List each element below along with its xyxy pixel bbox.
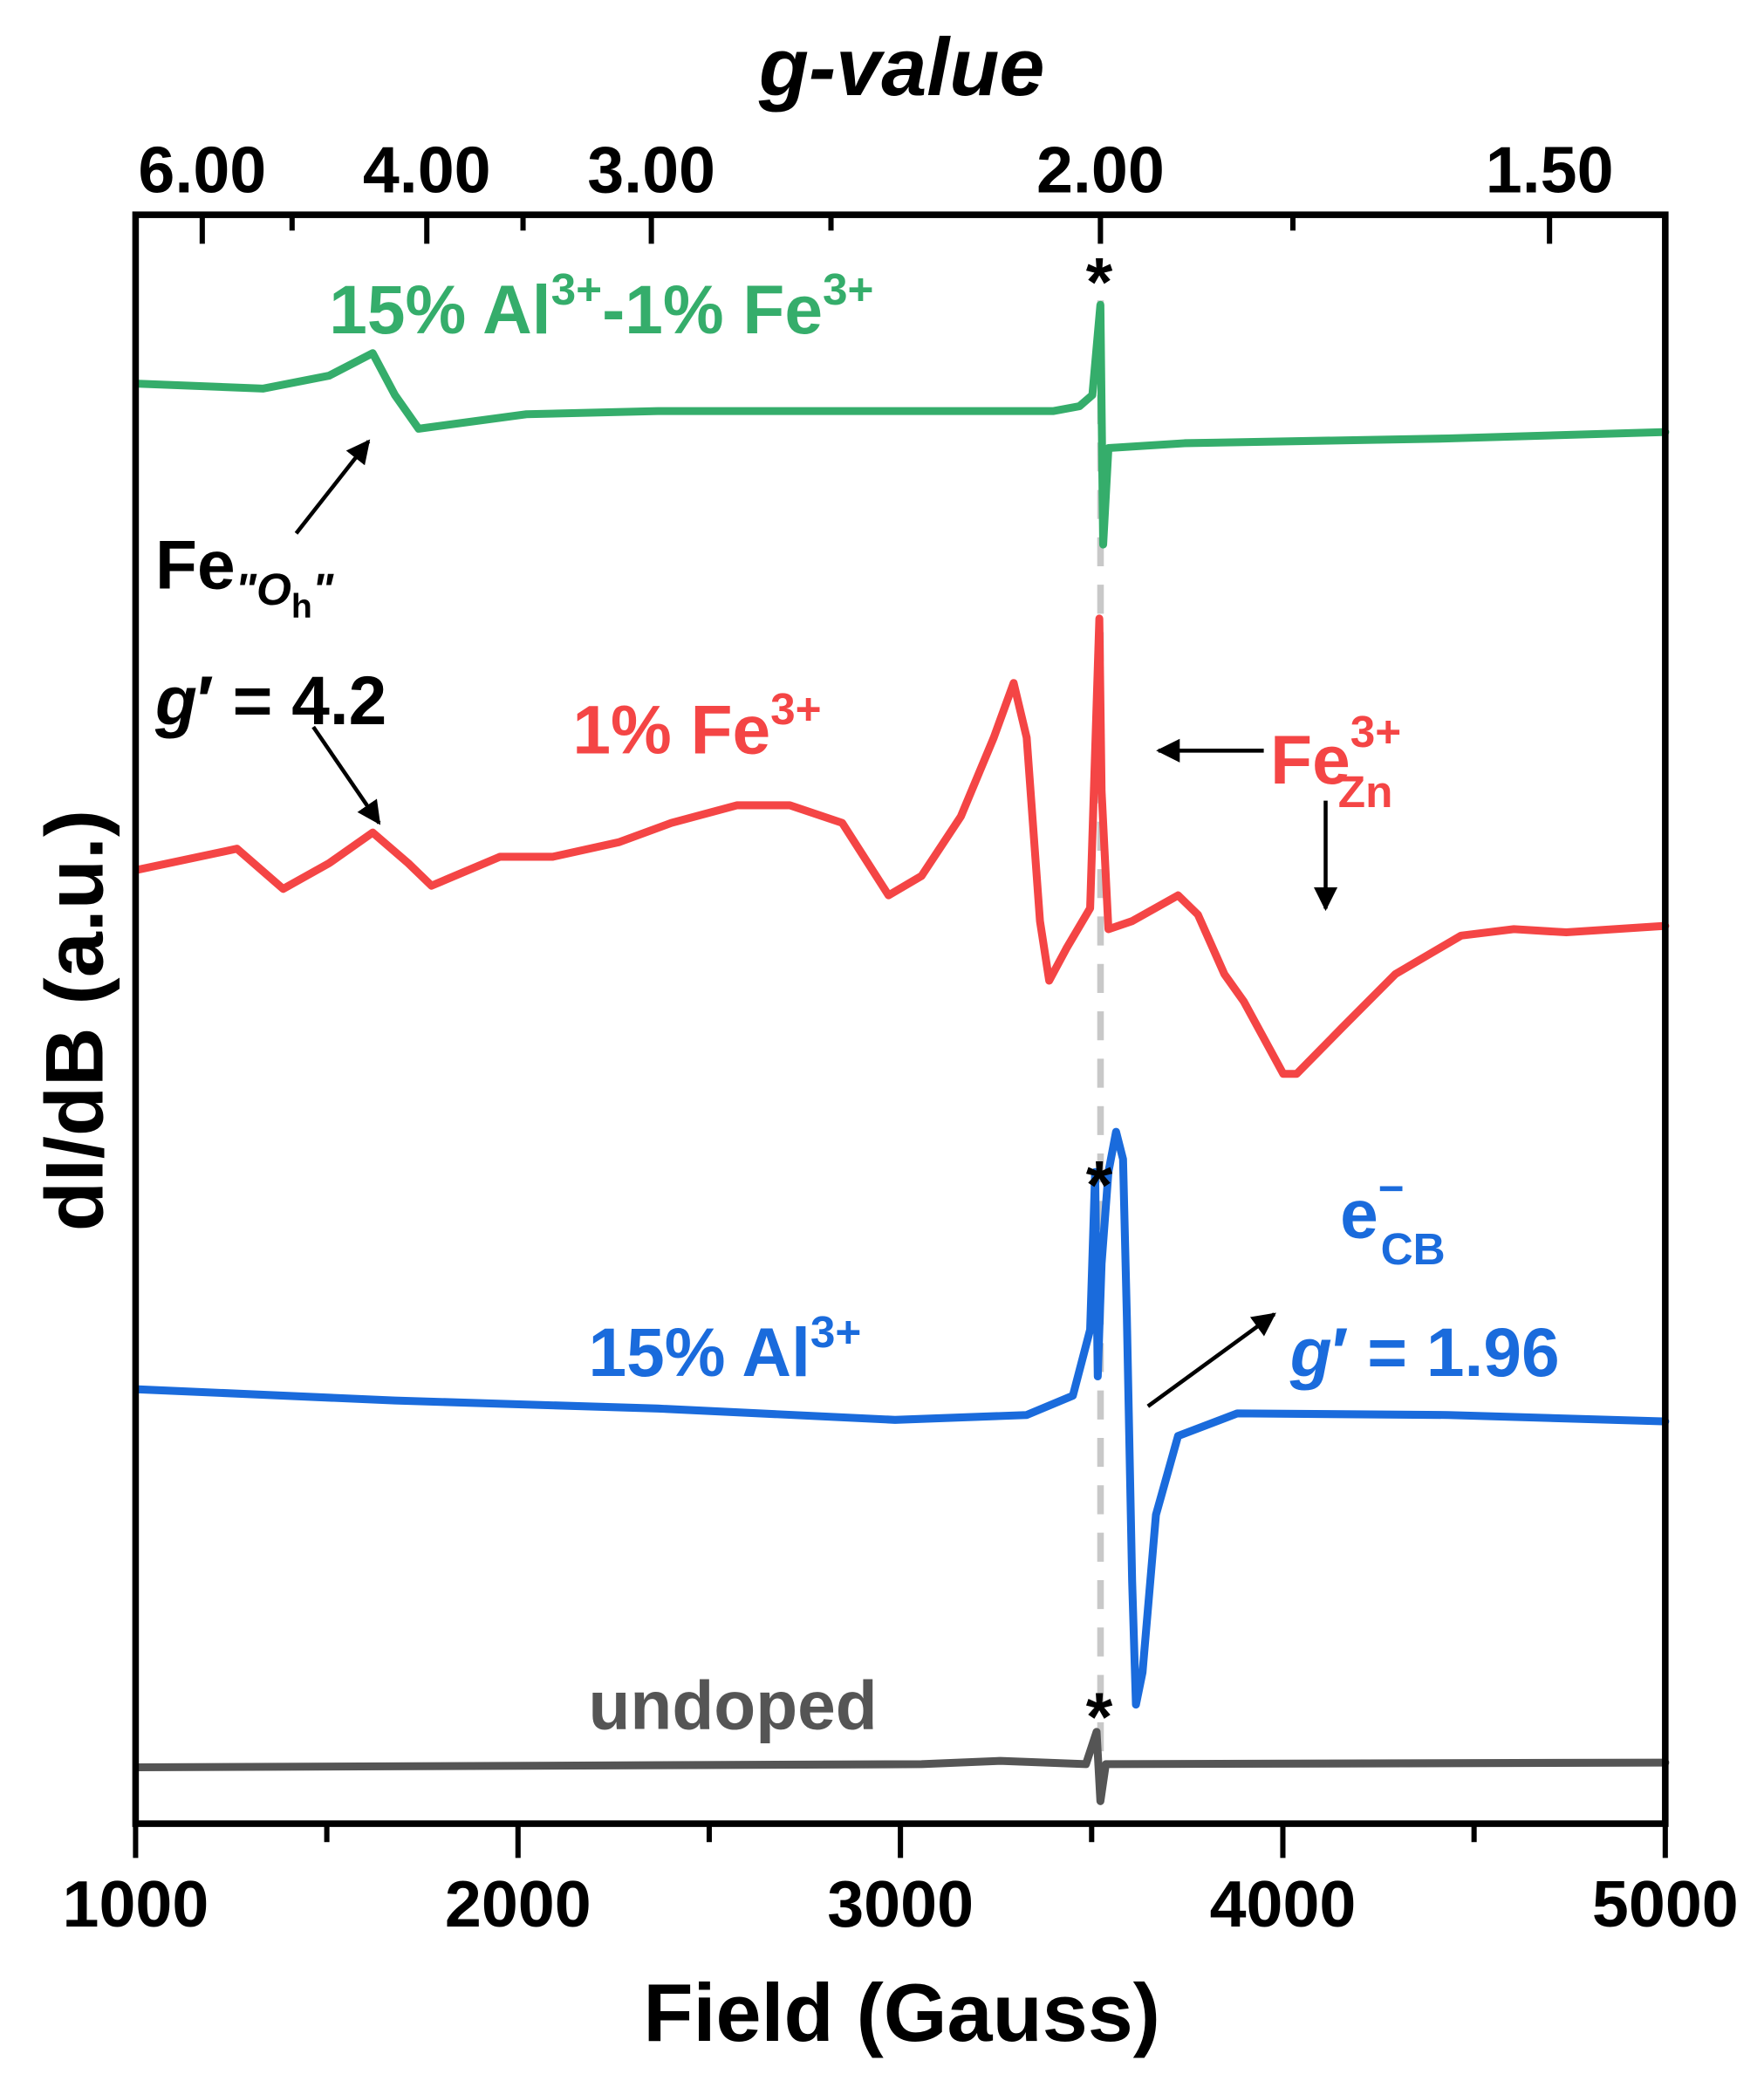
label-g-1-96: g′ = 1.96 [1289,1314,1560,1391]
top-tick-label: 1.50 [1486,133,1614,207]
label-g-4-2: g′ = 4.2 [154,662,386,739]
x-tick-label: 1000 [63,1867,209,1941]
label-fe-zn: Fe3+ Zn [1270,707,1401,817]
asterisk-green: * [1086,243,1113,320]
x-tick-label: 4000 [1210,1867,1357,1941]
x-axis-title: Field (Gauss) [643,1967,1160,2058]
arrow-ecb [1146,1312,1276,1408]
top-tick-label: 6.00 [138,133,266,207]
series-undoped [133,1728,1670,1805]
label-fe-oh: Fe"Oh" [155,527,334,626]
top-axis-title: g-value [758,21,1045,113]
asterisk-gray: * [1086,1679,1113,1756]
series-al-fe [133,300,1670,549]
series-fe [133,614,1670,1078]
label-e-cb: e− CB [1340,1163,1446,1273]
top-tick-label: 2.00 [1036,133,1165,207]
series-al [133,1127,1670,1709]
label-undoped: undoped [589,1667,878,1743]
arrow-fe-oh-red [311,725,381,825]
top-tick-label: 3.00 [587,133,715,207]
x-tick-label: 3000 [827,1867,974,1941]
asterisk-blue: * [1086,1147,1113,1223]
label-15-al: 15% Al3+ [589,1307,862,1391]
top-tick-label: 4.00 [363,133,491,207]
x-tick-label: 5000 [1592,1867,1739,1941]
x-tick-label: 2000 [445,1867,591,1941]
y-axis-title: dI/dB (a.u.) [29,810,120,1231]
label-1-fe: 1% Fe3+ [572,684,821,768]
label-al-fe: 15% Al3+-1% Fe3+ [329,264,873,348]
arrow-fe-oh-green [294,439,371,535]
plot-frame [132,211,1669,1827]
